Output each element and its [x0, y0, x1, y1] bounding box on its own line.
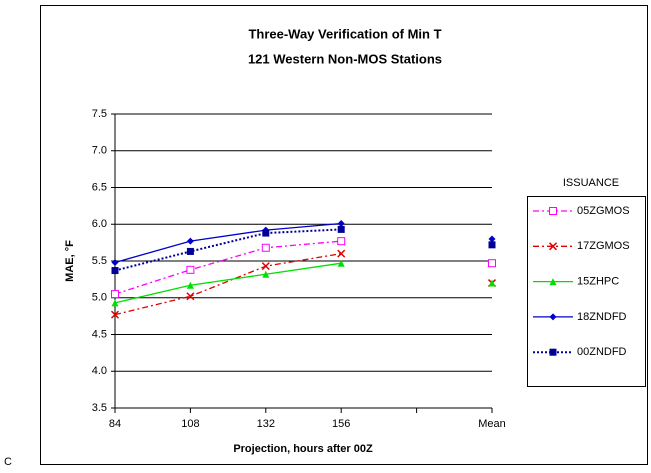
chart-subtitle: 121 Western Non-MOS Stations — [248, 51, 442, 66]
marker — [488, 279, 496, 287]
marker — [337, 249, 346, 258]
x-tick-label: 132 — [257, 418, 275, 430]
y-tick-label: 7.0 — [92, 145, 107, 157]
marker — [186, 247, 194, 255]
marker — [337, 225, 345, 233]
y-tick-label: 3.5 — [92, 402, 107, 414]
x-tick-label: 156 — [332, 418, 350, 430]
y-tick-label: 5.5 — [92, 255, 107, 267]
y-tick-label: 4.5 — [92, 328, 107, 340]
x-axis-label: Projection, hours after 00Z — [233, 443, 373, 455]
marker — [186, 292, 195, 301]
y-tick-label: 5.0 — [92, 292, 107, 304]
marker — [186, 281, 194, 289]
x-tick-label: 84 — [109, 418, 121, 430]
x-tick-label: Mean — [478, 418, 506, 430]
legend-marker — [549, 313, 557, 321]
legend-box — [527, 196, 646, 387]
marker — [186, 237, 194, 245]
marker — [262, 229, 270, 237]
marker — [488, 235, 496, 243]
legend-marker — [549, 207, 557, 215]
legend-label: 18ZNDFD — [577, 311, 627, 323]
marker — [488, 241, 496, 249]
marker — [111, 258, 119, 266]
marker — [111, 290, 119, 299]
y-tick-label: 7.5 — [92, 108, 107, 120]
marker — [261, 243, 270, 252]
marker — [111, 299, 119, 307]
marker — [337, 259, 345, 267]
chart-title: Three-Way Verification of Min T — [248, 26, 441, 41]
legend-label: 17ZGMOS — [577, 240, 630, 252]
marker — [337, 237, 346, 246]
marker — [186, 265, 195, 274]
marker — [261, 262, 270, 271]
legend-marker — [549, 348, 557, 356]
legend-label: 15ZHPC — [577, 276, 619, 288]
marker — [110, 310, 120, 319]
legend-label: 00ZNDFD — [577, 346, 627, 358]
x-tick-label: 108 — [181, 418, 199, 430]
marker — [111, 267, 119, 275]
y-tick-label: 4.0 — [92, 365, 107, 377]
marker — [262, 270, 270, 278]
legend-marker — [549, 278, 557, 286]
y-tick-label: 6.5 — [92, 181, 107, 193]
y-tick-label: 6.0 — [92, 218, 107, 230]
marker — [488, 259, 496, 268]
legend-marker — [548, 242, 558, 251]
legend-title: ISSUANCE — [563, 177, 619, 189]
marker — [337, 220, 345, 228]
text-fragment: C — [4, 456, 12, 468]
legend-label: 05ZGMOS — [577, 205, 630, 217]
y-axis-label: MAE, °F — [64, 240, 76, 282]
